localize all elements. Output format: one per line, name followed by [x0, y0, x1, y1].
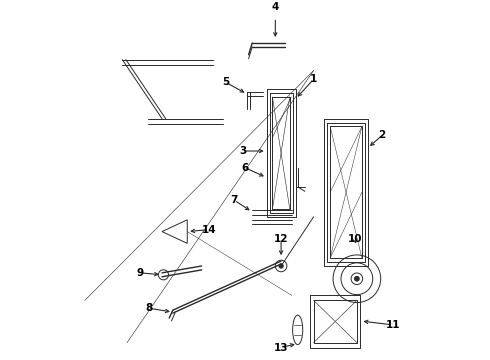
Text: 14: 14 — [201, 225, 216, 235]
Text: 9: 9 — [137, 268, 144, 278]
Circle shape — [279, 264, 283, 268]
Text: 11: 11 — [386, 320, 400, 330]
Text: 8: 8 — [146, 303, 152, 313]
Text: 2: 2 — [378, 130, 386, 140]
Text: 7: 7 — [230, 195, 238, 205]
Text: 1: 1 — [310, 74, 317, 84]
Text: 10: 10 — [347, 234, 362, 244]
Text: 6: 6 — [242, 163, 248, 173]
Text: 5: 5 — [222, 77, 229, 87]
Text: 3: 3 — [239, 146, 246, 156]
Circle shape — [355, 276, 359, 281]
Text: 12: 12 — [274, 234, 288, 244]
Text: 4: 4 — [271, 2, 279, 12]
Text: 13: 13 — [274, 342, 288, 352]
